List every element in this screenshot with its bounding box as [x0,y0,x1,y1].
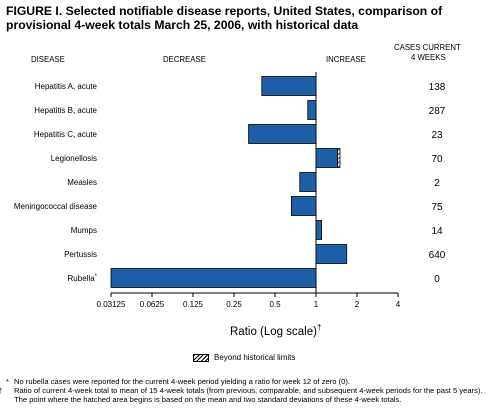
category-label-hepatitis-c-acute: Hepatitis C, acute [34,130,98,139]
header-cases-line1: CASES CURRENT [394,43,461,52]
legend: Beyond historical limits [193,353,295,362]
cases-value-rubella: 0 [434,274,440,285]
legend-label: Beyond historical limits [214,353,296,362]
category-label-hepatitis-b-acute: Hepatitis B, acute [34,106,97,115]
bar-measles [299,172,317,192]
cases-value-hepatitis-b-acute: 287 [429,106,446,117]
cases-value-hepatitis-a-acute: 138 [429,82,446,93]
cases-value-mumps: 14 [431,226,443,237]
footnote-ratio: †Ratio of current 4-week total to mean o… [0,386,483,404]
category-label-mumps: Mumps [71,226,97,235]
x-tick-label: 1 [314,300,319,309]
cases-value-measles: 2 [434,178,440,189]
cases-value-meningococcal-disease: 75 [431,202,443,213]
figure-title: FIGURE I. Selected notifiable disease re… [6,4,443,32]
bar-mumps [315,220,323,240]
bar-hepatitis-b-acute [307,100,317,120]
x-tick-label: 2 [355,300,360,309]
bar-legionellosis [315,148,338,168]
cases-value-hepatitis-c-acute: 23 [431,130,443,141]
x-tick-label: 0.25 [226,300,242,309]
hatched-swatch [193,353,209,362]
cases-value-pertussis: 640 [429,250,446,261]
bar-hepatitis-a-acute [261,76,317,96]
header-cases-line2: 4 WEEKS [411,53,446,62]
category-marker: * [95,274,98,280]
x-tick-label: 0.0625 [140,300,165,309]
bar-pertussis [315,244,348,264]
bar-meningococcal-disease [291,196,317,216]
x-tick-label: 0.5 [269,300,281,309]
x-tick-label: 0.125 [183,300,204,309]
cases-value-legionellosis: 70 [431,154,443,165]
category-label-measles: Measles [67,178,97,187]
x-tick-label: 0.03125 [97,300,126,309]
category-label-legionellosis: Legionellosis [51,154,97,163]
x-tick-label: 4 [396,300,401,309]
bar-hatched-legionellosis [337,148,341,168]
category-label-hepatitis-a-acute: Hepatitis A, acute [35,82,98,91]
footnote-rubella: * No rubella cases were reported for the … [6,377,350,386]
header-decrease: DECREASE [163,55,206,64]
category-label-pertussis: Pertussis [64,250,97,259]
header-disease: DISEASE [31,55,65,64]
category-label-meningococcal-disease: Meningococcal disease [14,202,98,211]
bar-hepatitis-c-acute [248,124,317,144]
category-label-rubella: Rubella* [68,274,98,283]
bar-rubella [110,268,317,288]
x-axis-label: Ratio (Log scale)† [230,323,322,338]
header-increase: INCREASE [326,55,366,64]
